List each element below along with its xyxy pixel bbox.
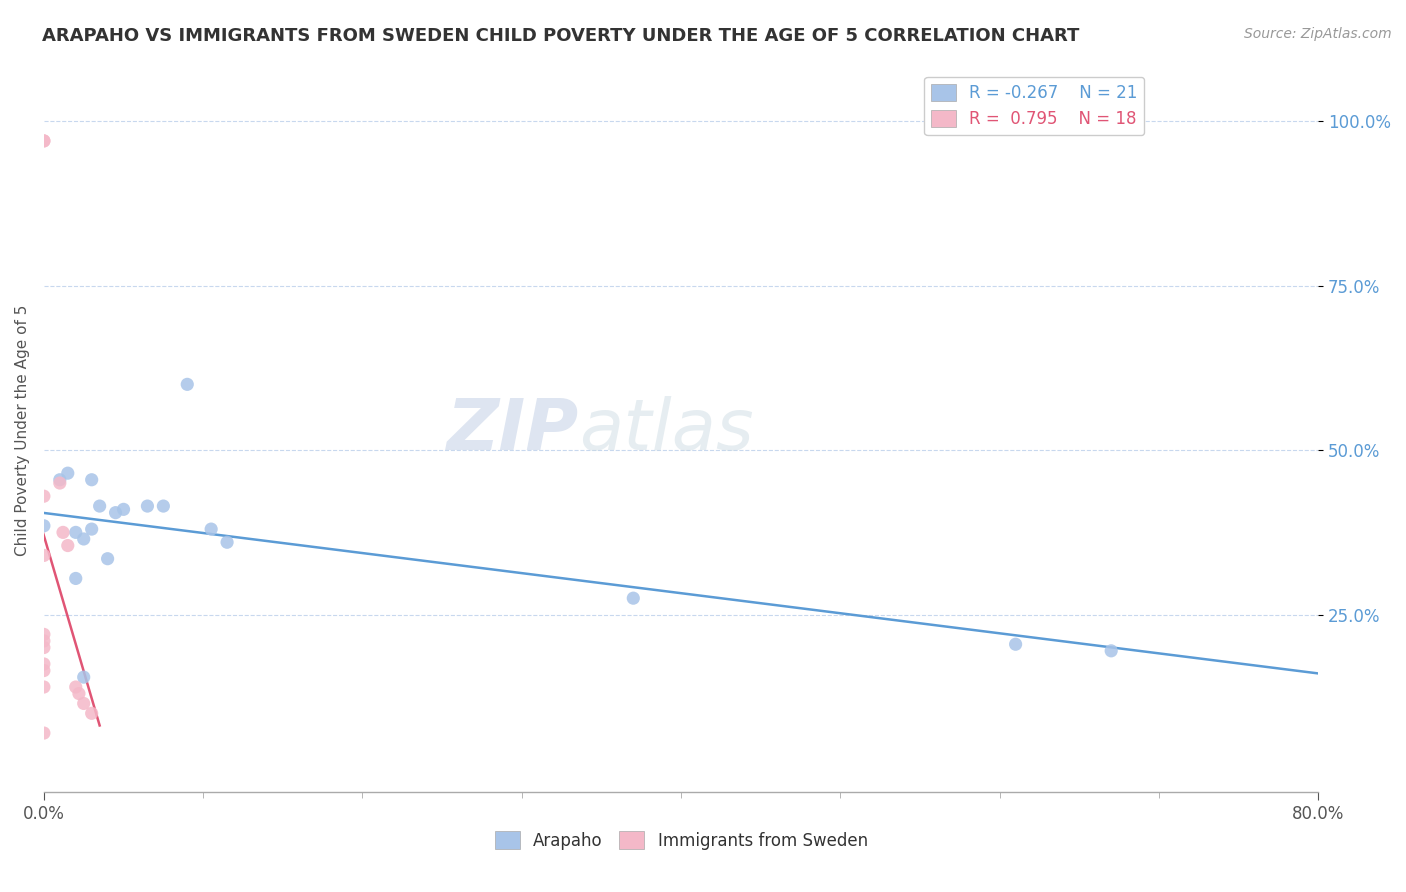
Point	[49, 473, 72, 487]
Text: Source: ZipAtlas.com: Source: ZipAtlas.com	[1244, 27, 1392, 41]
Point	[32, 634, 55, 648]
Point	[32, 549, 55, 563]
Point	[73, 670, 96, 684]
Text: ARAPAHO VS IMMIGRANTS FROM SWEDEN CHILD POVERTY UNDER THE AGE OF 5 CORRELATION C: ARAPAHO VS IMMIGRANTS FROM SWEDEN CHILD …	[42, 27, 1080, 45]
Point	[32, 664, 55, 678]
Point	[80, 706, 103, 721]
Point	[32, 680, 55, 694]
Point	[32, 640, 55, 655]
Point	[65, 571, 87, 585]
Point	[89, 499, 111, 513]
Point	[80, 522, 103, 536]
Point	[56, 466, 79, 480]
Point	[32, 518, 55, 533]
Point	[32, 726, 55, 740]
Point	[1099, 644, 1122, 658]
Point	[200, 522, 222, 536]
Point	[65, 525, 87, 540]
Text: atlas: atlas	[579, 396, 754, 465]
Point	[32, 489, 55, 503]
Point	[65, 680, 87, 694]
Point	[56, 539, 79, 553]
Point	[97, 551, 120, 566]
Point	[32, 134, 55, 148]
Point	[152, 499, 174, 513]
Legend: Arapaho, Immigrants from Sweden: Arapaho, Immigrants from Sweden	[488, 825, 875, 856]
Point	[73, 532, 96, 546]
Point	[73, 697, 96, 711]
Point	[621, 591, 644, 606]
Point	[104, 506, 127, 520]
Point	[32, 134, 55, 148]
Point	[52, 525, 75, 540]
Point	[136, 499, 159, 513]
Point	[32, 627, 55, 641]
Point	[176, 377, 198, 392]
Y-axis label: Child Poverty Under the Age of 5: Child Poverty Under the Age of 5	[15, 305, 30, 556]
Point	[32, 657, 55, 671]
Point	[217, 535, 239, 549]
Point	[67, 687, 90, 701]
Point	[80, 473, 103, 487]
Point	[49, 476, 72, 491]
Point	[1004, 637, 1026, 651]
Text: ZIP: ZIP	[447, 396, 579, 465]
Point	[112, 502, 135, 516]
